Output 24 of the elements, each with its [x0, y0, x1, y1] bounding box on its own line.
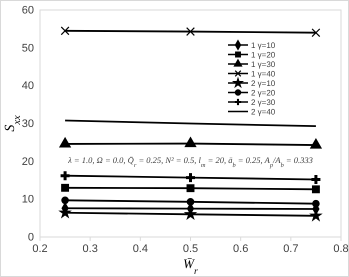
legend-label: 2 γ=10	[251, 79, 276, 88]
text: λ = 1.0, Ω = 0.0, Q̄$_{r}$ = 0.25, N² = 0.5, l$_{m}$ = 20, ā$_{b}$ = 0.25, A$_{p}$/A$_{b}$ = 0.333	[68, 155, 313, 169]
legend-label: 1 γ=40	[251, 70, 276, 78]
y-tick-label: 20	[22, 156, 34, 168]
legend-label: 1 γ=20	[251, 50, 276, 60]
x-tick-label: 0.5	[182, 242, 198, 255]
y-tick-label: 30	[22, 118, 34, 130]
x-tick-label: 0.3	[82, 242, 98, 255]
x-tick-label: 0.7	[283, 242, 298, 255]
x-axis-title: W̄$_{r}$	[183, 256, 198, 276]
legend-label: 1 γ=30	[251, 60, 276, 69]
x-tick-label: 0.6	[233, 242, 248, 255]
legend-label: 1 γ=10	[251, 41, 276, 50]
x-tick-label: 0.2	[32, 242, 48, 255]
y-tick-label: 40	[22, 80, 34, 92]
legend-label: 2 γ=20	[251, 88, 276, 98]
y-tick-label: 60	[22, 4, 34, 17]
y-tick-label: 10	[22, 194, 34, 206]
x-tick-label: 0.8	[333, 242, 349, 255]
legend-label: 2 γ=40	[251, 108, 276, 116]
legend-label: 2 γ=30	[251, 98, 276, 107]
y-tick-label: 50	[22, 42, 34, 54]
y-tick-label: 0	[28, 232, 34, 244]
x-tick-label: 0.4	[132, 242, 148, 255]
